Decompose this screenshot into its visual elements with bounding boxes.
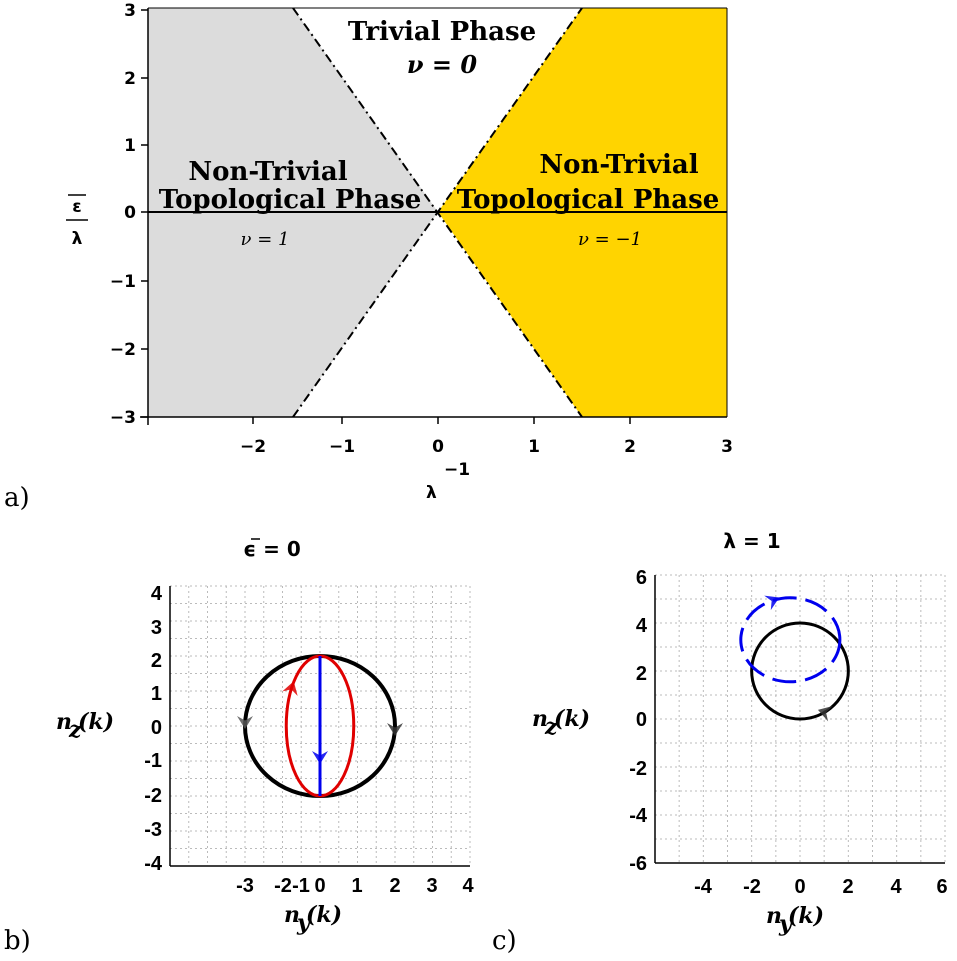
- x-axis-label-c: n y (k): [766, 903, 824, 937]
- bloch-plot-c: λ = 1 -4 -2 0 2 4 6 6 4 2 0 -2 -4 -6 n y…: [532, 529, 948, 937]
- x-tick-label: −2: [240, 437, 266, 457]
- x-tick-label: -2: [743, 876, 761, 898]
- y-tick-label: -4: [144, 853, 163, 875]
- y-tick-labels: −3 −2 −1 0 1 2 3: [110, 1, 136, 428]
- y-tick-label: 3: [124, 1, 136, 21]
- x-tick-label: 3: [426, 875, 437, 897]
- x-tick-label: -2: [274, 875, 292, 897]
- y-axis-label: ε λ: [66, 194, 88, 249]
- x-tick-labels: −2 −1 0 1 2 3: [240, 437, 733, 457]
- right-phase-label-line2: Topological Phase: [457, 185, 720, 215]
- x-tick-label: 3: [721, 437, 733, 457]
- y-axis-label-subscript: z: [68, 717, 82, 743]
- plot-title-b: ϵ = 0: [243, 537, 301, 561]
- x-axis-label: λ: [426, 483, 437, 503]
- red-arrow: [282, 681, 298, 697]
- x-tick-label: -1: [292, 875, 310, 897]
- right-phase-label-line1: Non-Trivial: [539, 150, 698, 180]
- y-tick-label: -3: [144, 819, 162, 841]
- x-axis-label-b: n y (k): [284, 902, 342, 936]
- trivial-phase-label: Trivial Phase: [348, 17, 536, 47]
- x-axis-label-superscript: −1: [444, 460, 470, 480]
- left-phase-label-line1: Non-Trivial: [188, 157, 347, 187]
- left-phase-nu: ν = 1: [241, 229, 290, 250]
- curves-c: [739, 595, 850, 722]
- curves-b: [237, 654, 403, 798]
- y-tick-label: -1: [144, 750, 162, 772]
- x-axis-label-symbol: n: [284, 902, 300, 928]
- y-tick-label: 2: [636, 663, 647, 685]
- black-arrow-right: [387, 723, 403, 736]
- y-tick-label: −1: [110, 272, 136, 292]
- y-axis-label-denominator: λ: [72, 229, 83, 249]
- panel-label-c: c): [492, 926, 517, 956]
- bloch-plot-b: ϵ = 0 -3 -2 -1 0 1 2 3 4 4 3 2 1 0 -1 -2…: [56, 537, 474, 936]
- y-axis-label-symbol: n: [56, 709, 72, 735]
- y-tick-labels-b: 4 3 2 1 0 -1 -2 -3 -4: [144, 583, 163, 875]
- y-axis-label-b: n z (k): [56, 709, 114, 743]
- y-tick-label: −2: [110, 340, 136, 360]
- y-tick-label: -2: [629, 758, 647, 780]
- x-tick-label: 1: [528, 437, 540, 457]
- panel-label-a: a): [4, 483, 30, 513]
- y-tick-label: 4: [636, 615, 648, 637]
- y-tick-label: 0: [124, 203, 136, 223]
- x-tick-label: 4: [890, 876, 902, 898]
- blue-arrow: [312, 751, 328, 764]
- x-axis-label-argument: (k): [306, 902, 342, 928]
- black-arrow: [817, 706, 833, 722]
- x-tick-label: 1: [351, 875, 362, 897]
- y-tick-label: 1: [124, 136, 136, 156]
- x-tick-label: 4: [462, 875, 474, 897]
- x-axis-label-subscript: y: [778, 911, 794, 937]
- x-tick-label: 2: [842, 876, 853, 898]
- blue-arrow: [764, 595, 780, 611]
- x-tick-marks: [141, 9, 631, 424]
- x-tick-label: 6: [936, 876, 947, 898]
- y-tick-label: 4: [151, 583, 163, 605]
- x-tick-label: 0: [314, 875, 325, 897]
- y-axis-label-argument: (k): [554, 706, 590, 732]
- x-tick-label: 2: [389, 875, 400, 897]
- y-axis-label-symbol: n: [532, 706, 548, 732]
- y-tick-label: 0: [151, 717, 162, 739]
- x-tick-label: -4: [694, 876, 713, 898]
- y-tick-label: -4: [629, 805, 648, 827]
- y-axis-label-c: n z (k): [532, 706, 590, 740]
- panel-label-b: b): [4, 926, 31, 956]
- x-tick-label: -3: [236, 875, 254, 897]
- x-tick-label: 0: [432, 437, 444, 457]
- x-tick-label: 2: [624, 437, 636, 457]
- y-tick-labels-c: 6 4 2 0 -2 -4 -6: [629, 567, 648, 875]
- y-tick-label: 2: [124, 69, 136, 89]
- phase-diagram: −2 −1 0 1 2 3 −3 −2 −1 0 1 2 3 λ −1 ε λ …: [66, 1, 733, 503]
- x-axis-label-symbol: n: [766, 903, 782, 929]
- series-blue-dashed-circle: [739, 596, 842, 684]
- y-tick-label: -6: [629, 853, 647, 875]
- y-tick-label: -2: [144, 785, 162, 807]
- x-axis-label-argument: (k): [788, 903, 824, 929]
- trivial-phase-nu: ν = 0: [407, 50, 477, 79]
- y-tick-label: −3: [110, 408, 136, 428]
- y-axis-label-argument: (k): [78, 709, 114, 735]
- series-black-circle: [750, 621, 850, 721]
- right-phase-nu: ν = −1: [578, 229, 642, 250]
- y-axis-label-numerator: ε: [72, 197, 81, 217]
- x-axis-label-subscript: y: [296, 910, 312, 936]
- x-tick-labels-b: -3 -2 -1 0 1 2 3 4: [236, 875, 474, 897]
- y-axis-label-subscript: z: [544, 714, 558, 740]
- x-tick-label: −1: [329, 437, 355, 457]
- x-tick-labels-c: -4 -2 0 2 4 6: [694, 876, 947, 898]
- black-arrow-left: [237, 716, 253, 729]
- plot-title-c: λ = 1: [723, 529, 780, 553]
- left-phase-label-line2: Topological Phase: [159, 185, 422, 215]
- y-tick-label: 0: [636, 709, 647, 731]
- y-tick-label: 3: [151, 617, 162, 639]
- y-tick-label: 2: [151, 650, 162, 672]
- y-tick-label: 6: [636, 567, 647, 589]
- x-tick-label: 0: [794, 876, 805, 898]
- y-tick-label: 1: [151, 683, 162, 705]
